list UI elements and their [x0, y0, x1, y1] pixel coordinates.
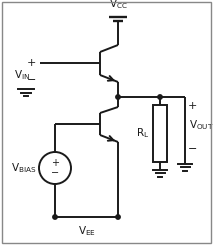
Circle shape [116, 95, 120, 99]
Text: +: + [51, 158, 59, 168]
Text: V$_\mathrm{IN}$: V$_\mathrm{IN}$ [14, 69, 30, 82]
Circle shape [53, 215, 57, 219]
Text: V$_\mathrm{CC}$: V$_\mathrm{CC}$ [109, 0, 127, 11]
Text: +: + [188, 101, 197, 111]
Text: V$_\mathrm{EE}$: V$_\mathrm{EE}$ [78, 224, 95, 238]
Text: −: − [188, 144, 197, 154]
FancyBboxPatch shape [153, 105, 167, 162]
Text: V$_\mathrm{OUT}$: V$_\mathrm{OUT}$ [189, 119, 213, 132]
Text: V$_\mathrm{BIAS}$: V$_\mathrm{BIAS}$ [10, 161, 36, 175]
Circle shape [158, 95, 162, 99]
Text: +: + [27, 58, 36, 68]
Text: −: − [51, 168, 59, 178]
Text: R$_\mathrm{L}$: R$_\mathrm{L}$ [136, 127, 149, 140]
Circle shape [116, 215, 120, 219]
Text: −: − [27, 74, 36, 85]
